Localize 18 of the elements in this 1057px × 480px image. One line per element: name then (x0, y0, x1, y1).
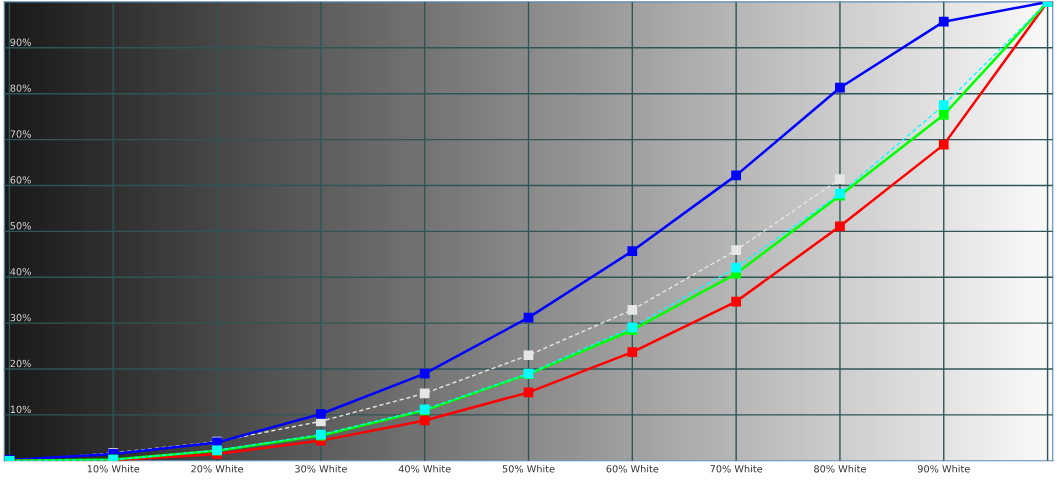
x-tick-label: 20% White (191, 464, 244, 473)
y-tick-label: 90% (10, 38, 31, 46)
y-tick-label: 50% (10, 222, 31, 230)
y-tick-label: 30% (10, 313, 31, 322)
y-tick-label: 10% (10, 405, 31, 414)
x-tick-label: 60% White (606, 464, 659, 473)
x-tick-label: 90% White (917, 464, 970, 473)
y-tick-label: 60% (10, 176, 31, 184)
y-tick-label: 20% (10, 359, 31, 368)
x-tick-label: 30% White (295, 464, 347, 473)
y-tick-label: 80% (10, 84, 31, 92)
x-tick-label: 50% White (502, 464, 555, 473)
x-tick-label: 80% White (814, 464, 866, 473)
x-tick-label: 70% White (710, 464, 763, 473)
x-tick-label: 10% White (87, 464, 140, 473)
y-tick-label: 40% (10, 268, 31, 276)
y-tick-label: 70% (10, 130, 31, 138)
x-tick-label: 40% White (398, 464, 451, 473)
